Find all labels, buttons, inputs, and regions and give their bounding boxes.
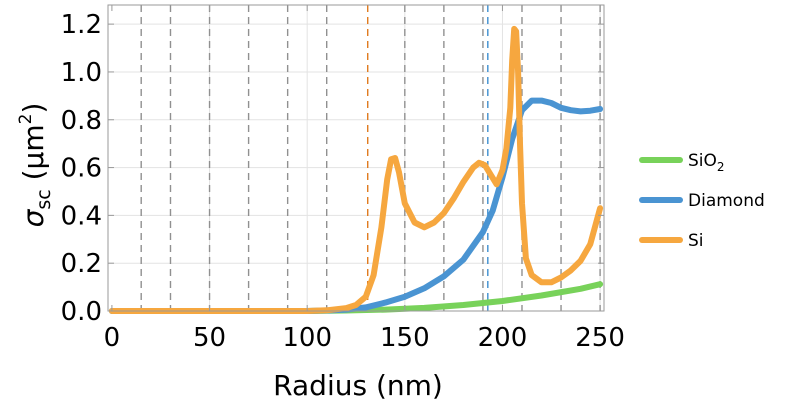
- legend-label-sio2: SiO2: [688, 151, 725, 174]
- y-tick-label: 0.2: [61, 249, 102, 279]
- legend: SiO2 Diamond Si: [639, 151, 765, 251]
- y-tick-label: 1.0: [61, 58, 102, 88]
- series-line-si: [108, 25, 604, 314]
- x-axis-title: Radius (nm): [273, 369, 443, 402]
- y-tick-label: 0.8: [61, 106, 102, 136]
- x-tick-label: 200: [478, 323, 528, 353]
- series-lines: [108, 25, 604, 314]
- legend-label-si: Si: [688, 231, 704, 251]
- y-tick-label: 0.6: [61, 154, 102, 184]
- axis-ticks: 0.0 0.2 0.4 0.6 0.8 1.0 1.2 0 50 100 150 200 250: [61, 5, 625, 353]
- x-tick-label: 150: [380, 323, 430, 353]
- y-tick-label: 0.4: [61, 201, 102, 231]
- plot-frame: [107, 4, 605, 312]
- legend-label-diamond: Diamond: [688, 191, 765, 211]
- x-tick-label: 250: [575, 323, 625, 353]
- reference-lines: [140, 5, 601, 311]
- y-tick-label: 1.2: [61, 10, 102, 40]
- y-tick-label: 0.0: [61, 297, 102, 327]
- series-line-diamond: [108, 97, 604, 314]
- x-tick-label: 100: [282, 323, 332, 353]
- x-tick-label: 50: [193, 323, 226, 353]
- y-axis-title: σsc (μm2): [16, 103, 55, 228]
- x-tick-label: 0: [104, 323, 121, 353]
